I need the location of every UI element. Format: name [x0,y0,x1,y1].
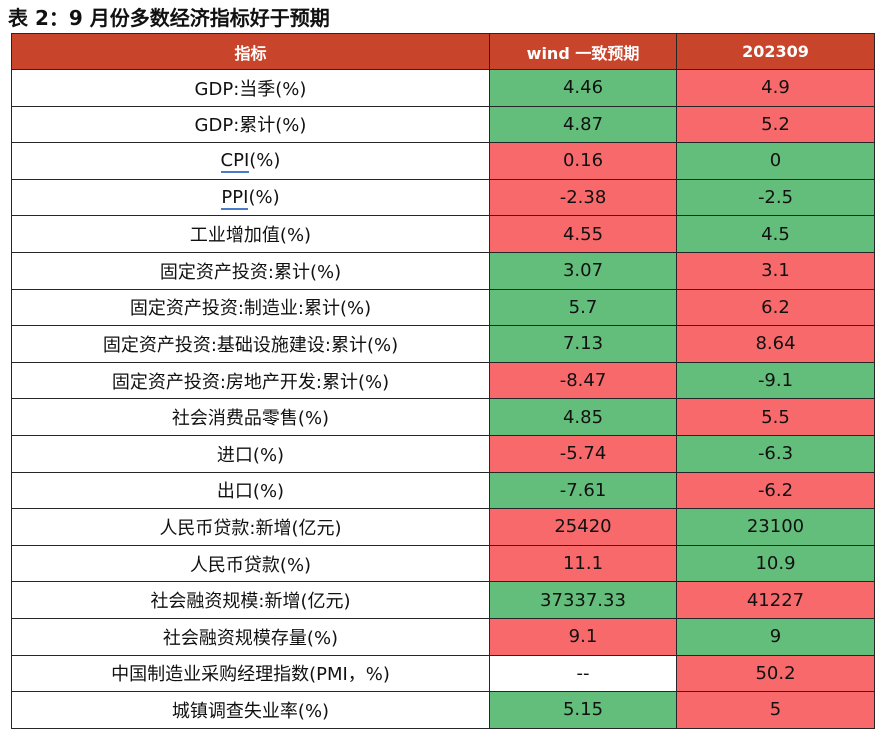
indicator-label: PPI(%) [11,178,490,217]
table-row: 工业增加值(%) 4.55 4.5 [11,215,875,253]
indicator-label: 社会消费品零售(%) [11,398,490,436]
actual-202309-value: -2.5 [676,178,875,217]
actual-202309-value: 50.2 [676,654,875,693]
table-row: 固定资产投资:房地产开发:累计(%) -8.47 -9.1 [11,361,875,400]
table-row: 人民币贷款(%) 11.1 10.9 [11,544,875,583]
wind-consensus-value: 5.15 [489,691,677,729]
table-row: 固定资产投资:累计(%) 3.07 3.1 [11,251,875,290]
indicator-label: 社会融资规模存量(%) [11,617,490,656]
indicator-label: 固定资产投资:房地产开发:累计(%) [11,361,490,400]
table-row: 固定资产投资:基础设施建设:累计(%) 7.13 8.64 [11,325,875,363]
table-row: 社会融资规模存量(%) 9.1 9 [11,617,875,656]
indicator-label: 中国制造业采购经理指数(PMI，%) [11,654,490,693]
indicator-link-text: PPI [221,187,249,211]
wind-consensus-value: 4.55 [489,215,677,253]
wind-consensus-value: 25420 [489,508,677,546]
wind-consensus-value: -7.61 [489,471,677,510]
table-row: PPI(%) -2.38 -2.5 [11,178,875,217]
indicator-unit: (%) [249,150,281,172]
table-row: 社会融资规模:新增(亿元) 37337.33 41227 [11,581,875,619]
indicator-label: 固定资产投资:制造业:累计(%) [11,288,490,327]
wind-consensus-value: 4.85 [489,398,677,436]
indicator-label: 人民币贷款(%) [11,544,490,583]
wind-consensus-value: -2.38 [489,178,677,217]
wind-consensus-value: 0.16 [489,142,677,180]
table-row: GDP:累计(%) 4.87 5.2 [11,105,875,144]
actual-202309-value: 8.64 [676,325,875,363]
table-row: GDP:当季(%) 4.46 4.9 [11,69,875,107]
actual-202309-value: 5.5 [676,398,875,436]
header-row: 指标 wind 一致预期 202309 [11,33,875,70]
header-indicator: 指标 [11,33,490,70]
table-row: 中国制造业采购经理指数(PMI，%) -- 50.2 [11,654,875,693]
table-row: 人民币贷款:新增(亿元) 25420 23100 [11,508,875,546]
table-row: 出口(%) -7.61 -6.2 [11,471,875,510]
actual-202309-value: 23100 [676,508,875,546]
indicator-label: 城镇调查失业率(%) [11,691,490,729]
indicator-link-text: CPI [220,150,250,174]
wind-consensus-value: -5.74 [489,434,677,473]
indicator-label: 出口(%) [11,471,490,510]
wind-consensus-value: 4.87 [489,105,677,144]
actual-202309-value: 5 [676,691,875,729]
wind-consensus-value: 9.1 [489,617,677,656]
indicator-label: 固定资产投资:累计(%) [11,251,490,290]
table-row: CPI(%) 0.16 0 [11,142,875,180]
table-title: 表 2：9 月份多数经济指标好于预期 [8,6,330,30]
header-wind-consensus: wind 一致预期 [489,33,677,70]
header-202309: 202309 [676,33,875,70]
actual-202309-value: 3.1 [676,251,875,290]
table-row: 城镇调查失业率(%) 5.15 5 [11,691,875,729]
wind-consensus-value: 7.13 [489,325,677,363]
indicator-label: CPI(%) [11,142,490,180]
table-row: 社会消费品零售(%) 4.85 5.5 [11,398,875,436]
indicator-label: 社会融资规模:新增(亿元) [11,581,490,619]
wind-consensus-value: 3.07 [489,251,677,290]
actual-202309-value: 5.2 [676,105,875,144]
indicator-label: 工业增加值(%) [11,215,490,253]
indicator-label: 人民币贷款:新增(亿元) [11,508,490,546]
actual-202309-value: -9.1 [676,361,875,400]
wind-consensus-value: 11.1 [489,544,677,583]
indicator-unit: (%) [248,187,280,209]
wind-consensus-value: 5.7 [489,288,677,327]
actual-202309-value: 6.2 [676,288,875,327]
indicator-label: 进口(%) [11,434,490,473]
wind-consensus-value: -- [489,654,677,693]
indicator-label: GDP:累计(%) [11,105,490,144]
indicators-table: 指标 wind 一致预期 202309 GDP:当季(%) 4.46 4.9 GDP:… [11,33,875,729]
actual-202309-value: -6.2 [676,471,875,510]
actual-202309-value: -6.3 [676,434,875,473]
indicator-label: GDP:当季(%) [11,69,490,107]
table-row: 固定资产投资:制造业:累计(%) 5.7 6.2 [11,288,875,327]
actual-202309-value: 41227 [676,581,875,619]
wind-consensus-value: -8.47 [489,361,677,400]
actual-202309-value: 4.5 [676,215,875,253]
actual-202309-value: 10.9 [676,544,875,583]
indicator-label: 固定资产投资:基础设施建设:累计(%) [11,325,490,363]
actual-202309-value: 0 [676,142,875,180]
actual-202309-value: 9 [676,617,875,656]
wind-consensus-value: 4.46 [489,69,677,107]
actual-202309-value: 4.9 [676,69,875,107]
table-row: 进口(%) -5.74 -6.3 [11,434,875,473]
wind-consensus-value: 37337.33 [489,581,677,619]
